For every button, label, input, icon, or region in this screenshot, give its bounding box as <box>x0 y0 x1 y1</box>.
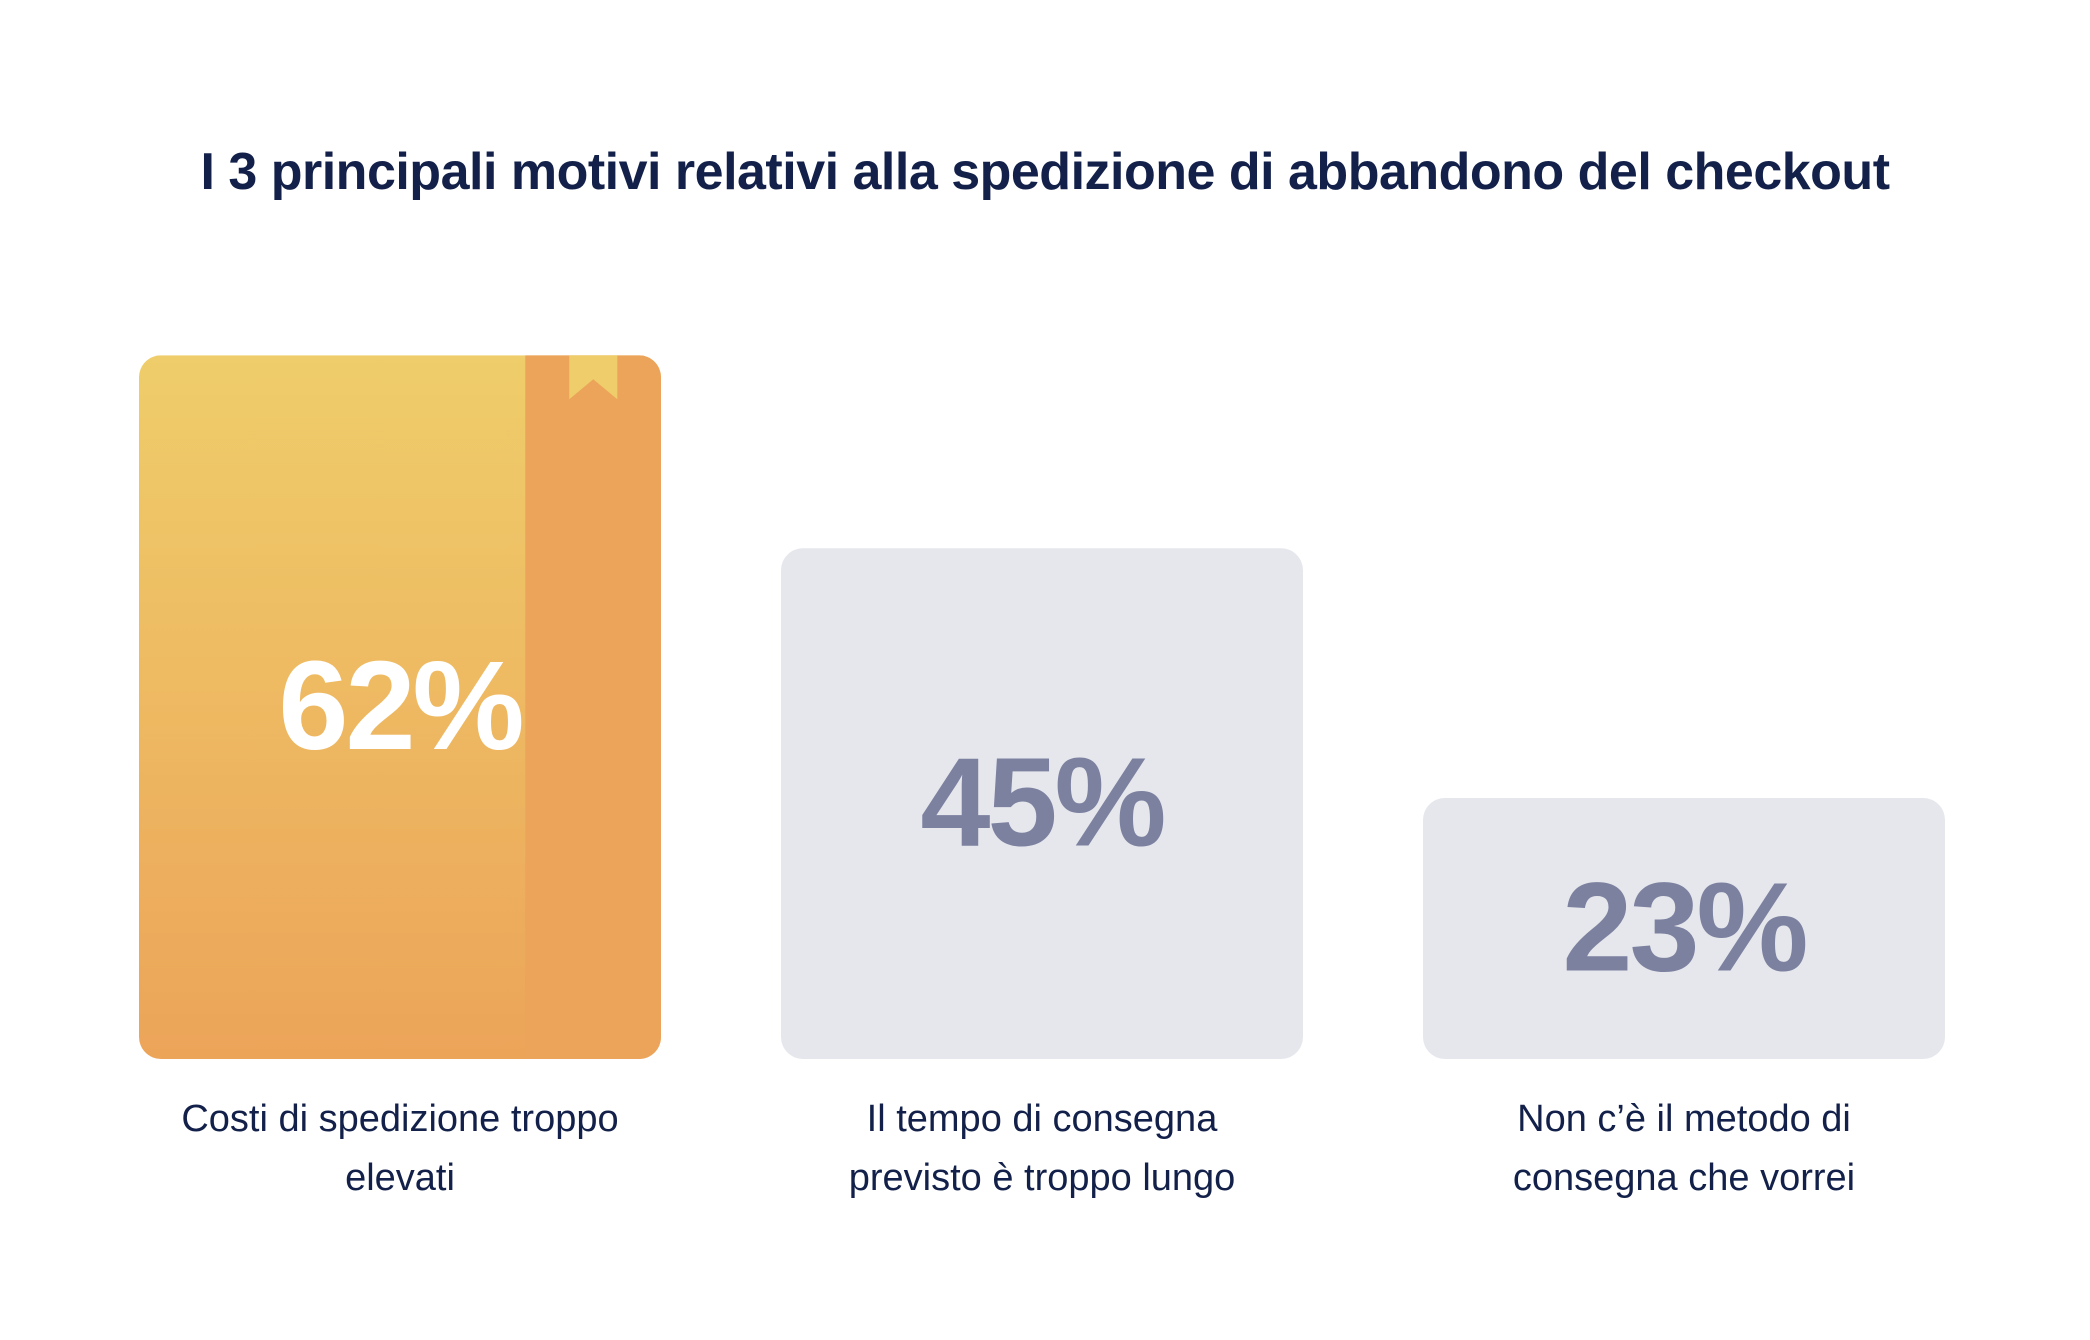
bar <box>781 548 1303 1059</box>
bar <box>1423 797 1945 1059</box>
bar-group-1: 62% Costi di spedizione troppo elevati <box>139 355 661 1199</box>
bar-value-label: 23% <box>1562 856 1805 997</box>
chart-title: I 3 principali motivi relativi alla sped… <box>200 143 1890 201</box>
bar-value-label: 62% <box>278 635 521 776</box>
bar-value-label: 45% <box>920 732 1163 873</box>
category-label: Il tempo di consegna <box>867 1098 1219 1140</box>
category-label: consegna che vorrei <box>1513 1157 1855 1199</box>
category-label: Non c’è il metodo di <box>1517 1098 1851 1140</box>
category-label: previsto è troppo lungo <box>849 1157 1236 1199</box>
bar-group-3: 23% Non c’è il metodo di consegna che vorr… <box>1423 797 1945 1199</box>
category-label: elevati <box>345 1157 455 1199</box>
ribbon-icon <box>569 355 618 400</box>
category-label: Costi di spedizione troppo <box>181 1098 618 1140</box>
box-spine <box>525 355 661 1059</box>
bar-group-2: 45% Il tempo di consegna previsto è troppo… <box>781 548 1303 1199</box>
